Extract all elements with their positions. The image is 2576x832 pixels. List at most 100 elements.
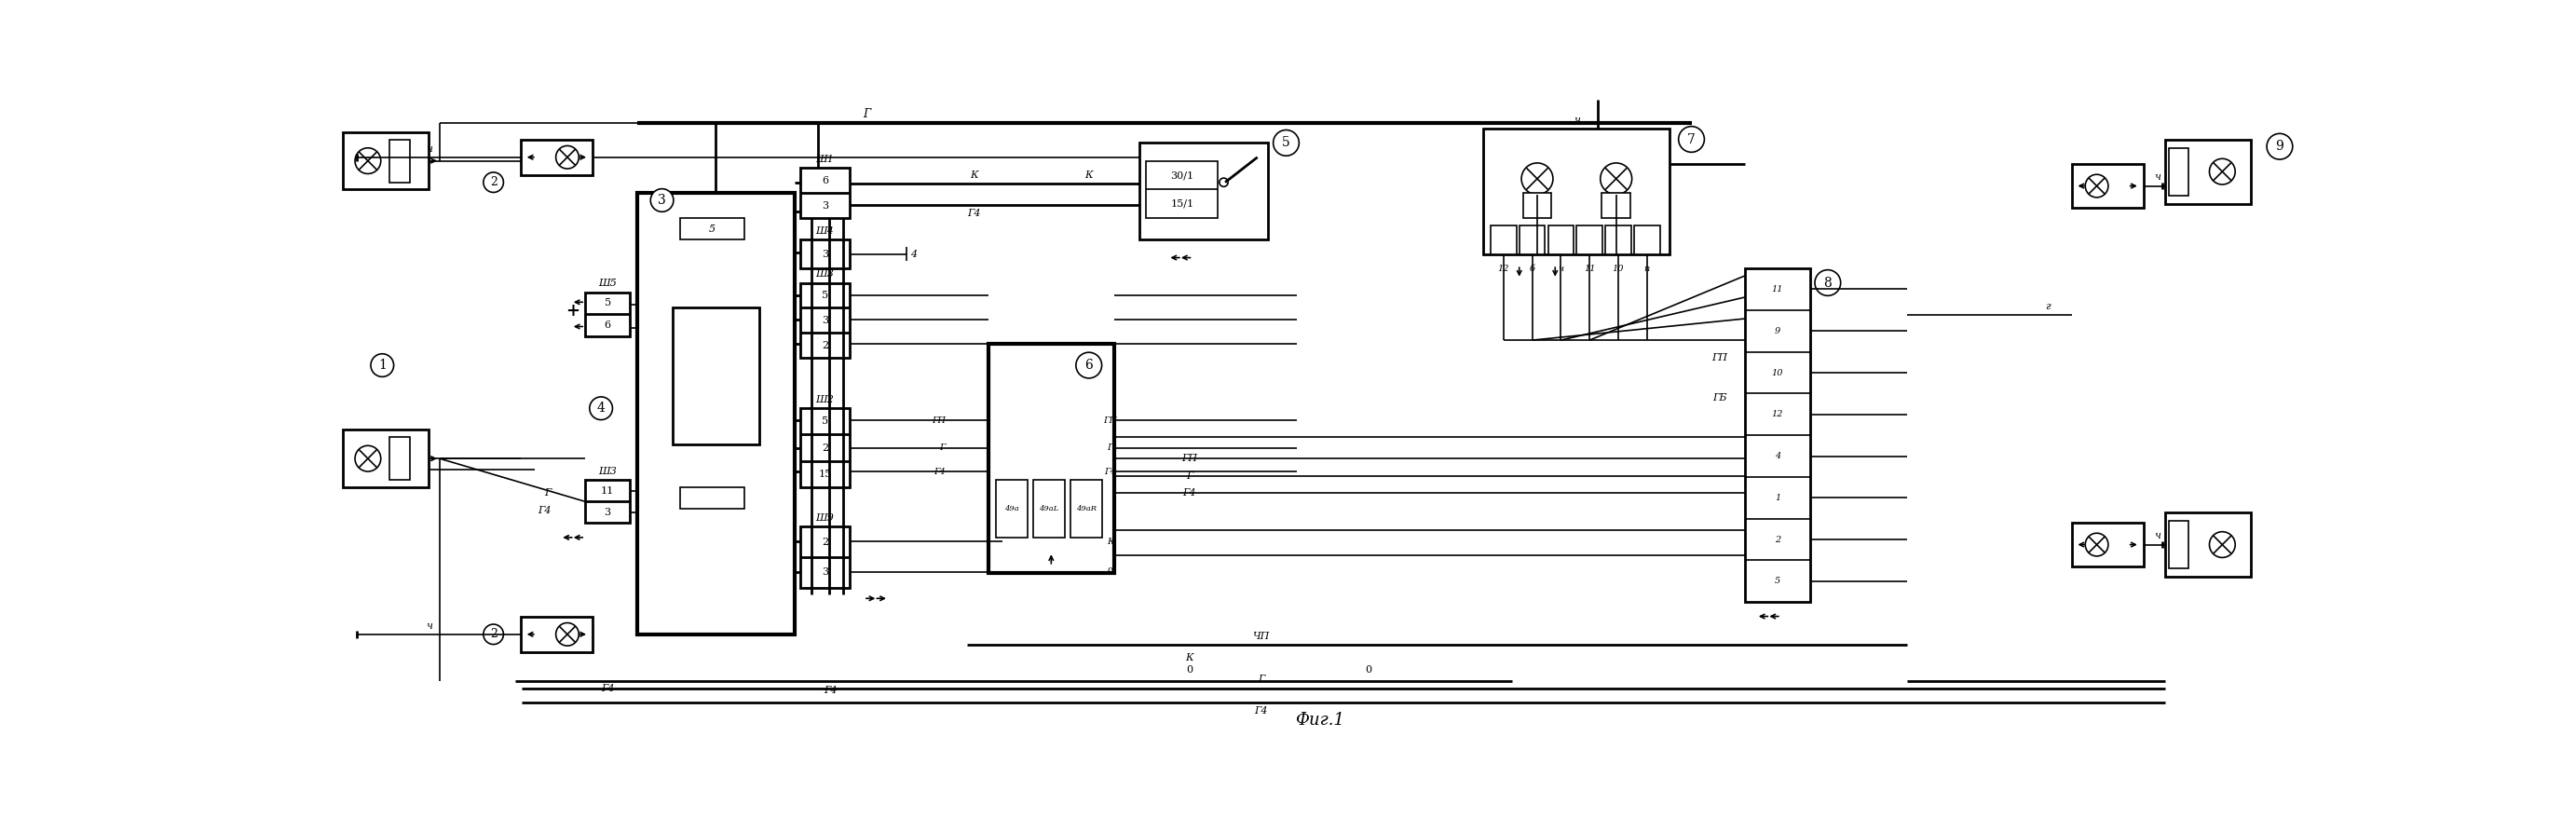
Bar — [1492, 225, 1517, 254]
Circle shape — [1273, 130, 1298, 156]
Bar — [2164, 513, 2251, 577]
Text: Г4: Г4 — [1182, 488, 1195, 498]
Bar — [636, 193, 796, 634]
Bar — [801, 527, 850, 587]
Bar — [520, 139, 592, 176]
Bar — [520, 617, 592, 652]
Bar — [1633, 225, 1659, 254]
Bar — [1520, 225, 1546, 254]
Text: 3: 3 — [657, 194, 667, 207]
Bar — [1069, 480, 1103, 537]
Bar — [1146, 161, 1218, 218]
Text: ч: ч — [2154, 532, 2161, 541]
Bar — [585, 480, 629, 523]
Text: 4: 4 — [1775, 452, 1780, 460]
Text: ГБ: ГБ — [1713, 393, 1728, 402]
Text: Г4: Г4 — [969, 209, 981, 218]
Text: 15: 15 — [819, 469, 832, 478]
Circle shape — [556, 146, 580, 169]
Bar — [1484, 128, 1669, 254]
Text: Фиг.1: Фиг.1 — [1296, 712, 1345, 729]
Text: Г: Г — [940, 443, 945, 452]
Text: 6: 6 — [1084, 359, 1092, 372]
Circle shape — [1816, 270, 1842, 295]
Text: 4: 4 — [909, 250, 917, 259]
Text: 5: 5 — [1775, 577, 1780, 586]
Bar — [672, 308, 760, 444]
Bar — [680, 488, 744, 508]
Text: 1: 1 — [379, 359, 386, 372]
Text: Г: Г — [863, 108, 871, 121]
Circle shape — [2267, 134, 2293, 160]
Text: Ш2: Ш2 — [817, 395, 835, 404]
Text: Г4: Г4 — [1255, 706, 1267, 716]
Text: Г4: Г4 — [1105, 468, 1115, 476]
Circle shape — [590, 397, 613, 420]
Bar — [389, 139, 410, 182]
Text: 3: 3 — [822, 567, 827, 577]
Text: Г4: Г4 — [538, 506, 551, 515]
Text: 5: 5 — [605, 299, 611, 308]
Circle shape — [1522, 163, 1553, 195]
Text: Г: Г — [1257, 675, 1265, 684]
Text: 9: 9 — [1775, 327, 1780, 335]
Text: 15/1: 15/1 — [1170, 199, 1193, 209]
Bar — [389, 437, 410, 480]
Text: Ш3: Ш3 — [817, 270, 835, 279]
Bar — [2169, 521, 2190, 568]
Text: 3: 3 — [822, 201, 827, 210]
Bar — [1522, 193, 1551, 218]
Text: 0: 0 — [1365, 666, 1373, 675]
Text: К: К — [1108, 537, 1113, 546]
Text: 12: 12 — [1772, 410, 1783, 418]
Text: 6: 6 — [605, 321, 611, 330]
Text: 2: 2 — [822, 537, 827, 547]
Bar — [801, 283, 850, 358]
Circle shape — [484, 624, 502, 644]
Text: 5: 5 — [708, 225, 716, 234]
Text: 4: 4 — [598, 402, 605, 415]
Circle shape — [652, 189, 672, 212]
Text: 11: 11 — [600, 486, 613, 496]
Text: 7: 7 — [1687, 133, 1695, 146]
Text: Ш4: Ш4 — [817, 226, 835, 235]
Text: К: К — [971, 171, 979, 180]
Text: 11: 11 — [1772, 285, 1783, 294]
Text: б: б — [1530, 265, 1535, 273]
Circle shape — [484, 172, 502, 192]
Text: ч: ч — [2154, 173, 2161, 182]
Circle shape — [355, 148, 381, 174]
Text: 3: 3 — [605, 508, 611, 517]
Text: ГП: ГП — [1103, 416, 1118, 424]
Text: Ш9: Ш9 — [817, 513, 835, 522]
Text: 49аR: 49аR — [1077, 505, 1097, 513]
Text: 3: 3 — [822, 250, 827, 259]
Circle shape — [2087, 175, 2107, 197]
Bar — [1602, 193, 1631, 218]
Bar — [2071, 523, 2143, 566]
Bar — [989, 344, 1113, 573]
Text: 30/1: 30/1 — [1170, 171, 1193, 180]
Bar — [1577, 225, 1602, 254]
Text: 2: 2 — [822, 341, 827, 350]
Circle shape — [371, 354, 394, 377]
Text: Г: Г — [1185, 472, 1193, 481]
Bar — [2164, 139, 2251, 204]
Text: Ш3: Ш3 — [598, 467, 616, 476]
Bar — [1139, 143, 1267, 240]
Text: 2: 2 — [489, 176, 497, 188]
Text: ЧП: ЧП — [1252, 631, 1270, 641]
Text: 1: 1 — [1775, 493, 1780, 502]
Bar — [2071, 165, 2143, 207]
Bar — [1605, 225, 1631, 254]
Text: +: + — [564, 303, 580, 319]
Text: 3: 3 — [822, 316, 827, 325]
Bar — [801, 240, 850, 269]
Text: Ш5: Ш5 — [598, 279, 616, 288]
Text: Г4: Г4 — [600, 683, 613, 693]
Bar — [343, 132, 428, 190]
Text: 2: 2 — [822, 443, 827, 453]
Bar — [1747, 269, 1811, 602]
Circle shape — [2210, 159, 2236, 185]
Text: 12: 12 — [1497, 265, 1510, 273]
